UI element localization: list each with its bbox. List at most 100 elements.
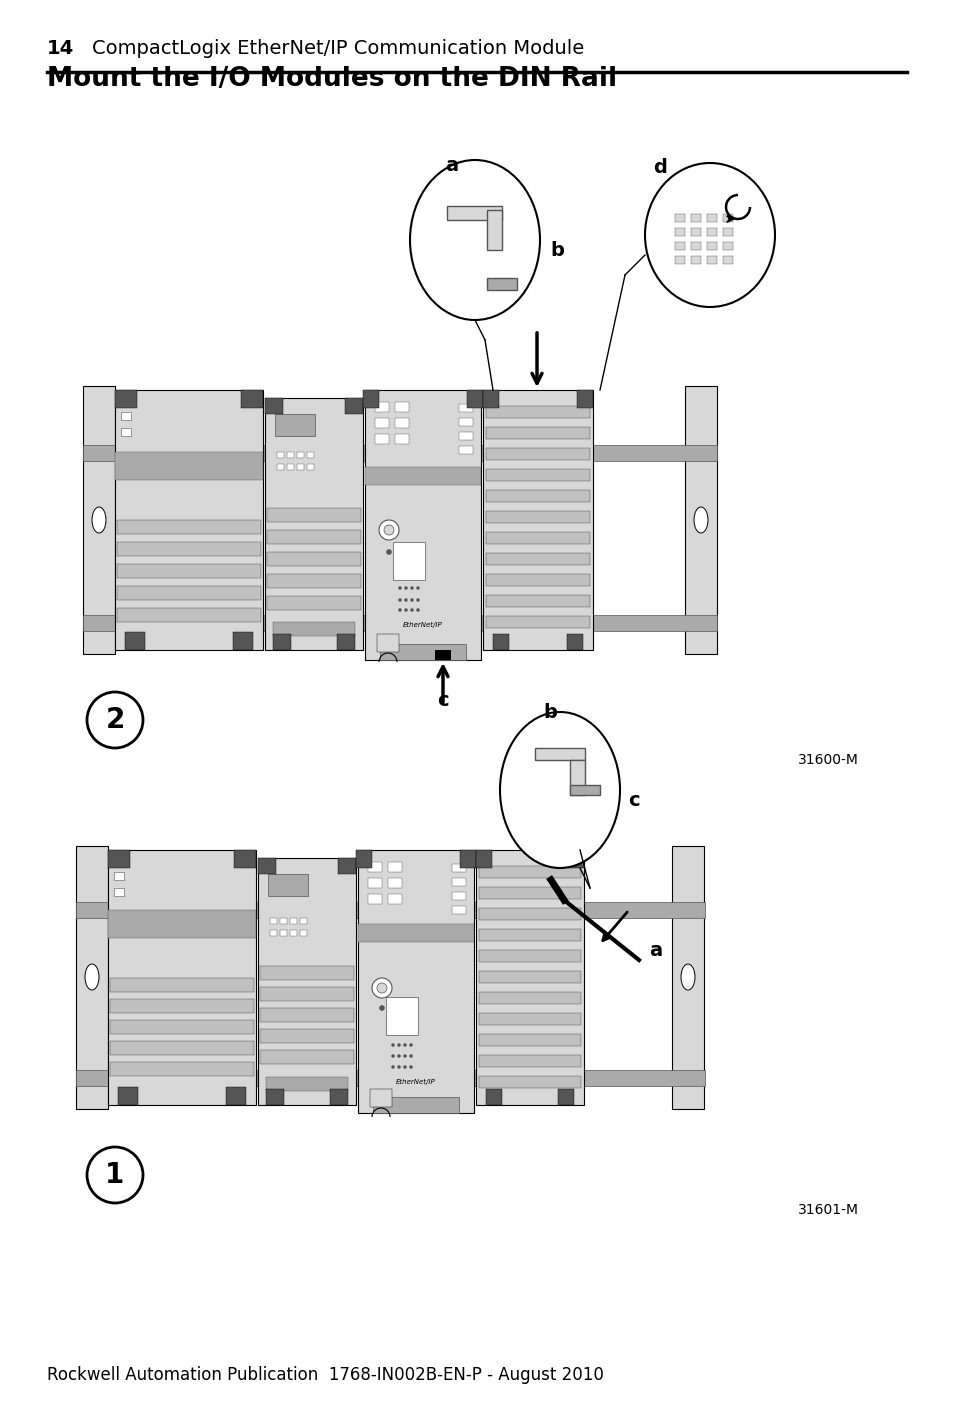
Bar xyxy=(452,877,465,886)
Bar xyxy=(110,1040,253,1054)
Bar xyxy=(270,918,276,924)
Ellipse shape xyxy=(416,586,419,589)
Bar xyxy=(121,412,131,420)
Bar xyxy=(459,851,476,868)
Bar xyxy=(276,464,284,470)
Bar xyxy=(395,434,409,444)
Bar xyxy=(485,406,589,418)
Text: a: a xyxy=(444,156,457,174)
Bar xyxy=(260,1008,354,1022)
Ellipse shape xyxy=(398,599,401,602)
Bar xyxy=(265,398,283,413)
Ellipse shape xyxy=(372,979,392,998)
Bar xyxy=(115,389,263,650)
Text: 14: 14 xyxy=(47,39,74,58)
Ellipse shape xyxy=(379,1005,384,1011)
Bar xyxy=(260,1029,354,1043)
Ellipse shape xyxy=(403,1066,406,1069)
Bar xyxy=(125,633,145,650)
Bar xyxy=(395,402,409,412)
Bar xyxy=(486,278,517,290)
Ellipse shape xyxy=(644,163,774,307)
Bar xyxy=(478,993,580,1004)
Bar xyxy=(690,214,700,222)
Ellipse shape xyxy=(680,965,695,990)
Bar xyxy=(108,851,130,868)
Bar xyxy=(117,541,261,555)
Bar xyxy=(110,1062,253,1076)
Bar xyxy=(375,434,389,444)
Bar xyxy=(368,862,381,872)
Bar xyxy=(290,929,296,936)
Bar xyxy=(485,574,589,586)
Bar xyxy=(476,851,583,1105)
Bar xyxy=(233,633,253,650)
Bar xyxy=(76,846,108,1109)
Ellipse shape xyxy=(397,1066,400,1069)
Bar xyxy=(675,242,684,250)
Bar xyxy=(376,634,398,652)
Bar xyxy=(257,858,275,875)
Ellipse shape xyxy=(378,520,398,540)
Bar xyxy=(110,979,253,993)
Bar xyxy=(486,209,501,250)
Bar xyxy=(558,1090,574,1105)
Bar xyxy=(482,389,593,650)
Ellipse shape xyxy=(376,983,387,993)
Ellipse shape xyxy=(403,1054,406,1057)
Bar xyxy=(535,748,584,761)
Text: c: c xyxy=(436,690,448,710)
Bar xyxy=(478,1076,580,1088)
Bar xyxy=(478,950,580,962)
Bar xyxy=(458,404,473,412)
Bar xyxy=(117,607,261,621)
Bar xyxy=(690,256,700,264)
Bar xyxy=(476,851,492,868)
Bar xyxy=(485,470,589,481)
Ellipse shape xyxy=(404,609,407,612)
Bar xyxy=(485,531,589,544)
Bar xyxy=(458,432,473,440)
Bar xyxy=(370,1090,392,1107)
Bar xyxy=(108,851,255,1105)
Bar xyxy=(435,650,451,659)
Ellipse shape xyxy=(416,609,419,612)
Bar xyxy=(355,851,372,868)
Bar xyxy=(478,972,580,983)
Bar xyxy=(368,877,381,889)
Bar xyxy=(117,586,261,600)
Bar xyxy=(257,858,355,1105)
Bar xyxy=(569,761,584,794)
Ellipse shape xyxy=(416,599,419,602)
Bar xyxy=(706,228,717,236)
Bar xyxy=(393,541,424,581)
Text: 31600-M: 31600-M xyxy=(797,754,858,768)
Bar xyxy=(452,891,465,900)
Bar xyxy=(108,910,255,938)
Ellipse shape xyxy=(410,609,413,612)
Bar xyxy=(447,207,501,219)
Text: a: a xyxy=(648,941,661,959)
Bar xyxy=(675,214,684,222)
Ellipse shape xyxy=(391,1043,395,1046)
Text: b: b xyxy=(550,240,563,260)
Ellipse shape xyxy=(409,1066,412,1069)
Bar xyxy=(330,1090,348,1105)
Bar xyxy=(345,398,363,413)
Bar xyxy=(299,929,307,936)
Bar xyxy=(113,889,124,896)
Ellipse shape xyxy=(499,711,619,868)
Bar xyxy=(566,634,582,650)
Bar xyxy=(363,389,378,408)
Bar xyxy=(452,905,465,914)
Ellipse shape xyxy=(391,1054,395,1057)
Bar xyxy=(280,918,287,924)
Bar xyxy=(287,451,294,458)
Bar xyxy=(485,616,589,628)
Bar xyxy=(226,1087,246,1105)
Bar xyxy=(233,851,255,868)
Bar xyxy=(478,866,580,877)
Bar xyxy=(485,427,589,439)
Bar xyxy=(266,1090,284,1105)
Bar xyxy=(485,491,589,502)
